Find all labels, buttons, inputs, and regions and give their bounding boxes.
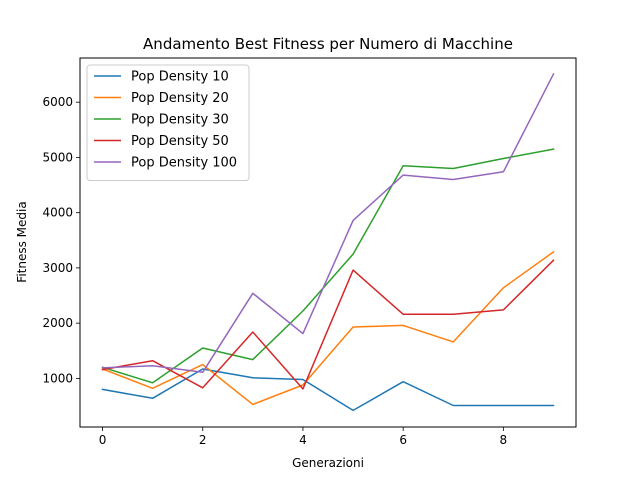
y-tick-label-3: 4000 [42,206,73,220]
plot-frame [79,57,577,428]
y-tick-label-0: 1000 [42,371,73,385]
legend-label-4: Pop Density 100 [131,156,237,171]
x-tick-label-4: 8 [500,433,508,447]
legend-label-3: Pop Density 50 [131,134,229,149]
y-tick-label-2: 3000 [42,261,73,275]
chart-title: Andamento Best Fitness per Numero di Mac… [143,35,513,53]
series-line-0 [101,368,555,412]
x-axis-ticks: 0 2 4 6 8 [99,427,507,447]
legend: Pop Density 10 Pop Density 20 Pop Density … [86,64,250,181]
legend-label-2: Pop Density 30 [131,113,229,128]
series-line-3 [101,259,555,390]
x-axis-label: Generazioni [292,456,364,470]
series-line-2 [101,148,555,384]
legend-label-0: Pop Density 10 [131,70,229,85]
series-line-1 [101,250,555,406]
y-tick-label-5: 6000 [42,95,73,109]
y-tick-label-1: 2000 [42,316,73,330]
legend-box [86,64,250,181]
x-tick-label-0: 0 [99,433,107,447]
y-axis-ticks: 1000 2000 3000 4000 5000 6000 [42,95,80,385]
series-line-4 [101,72,555,374]
legend-label-1: Pop Density 20 [131,91,229,106]
x-tick-label-1: 2 [199,433,207,447]
x-tick-label-3: 6 [399,433,407,447]
x-tick-label-2: 4 [299,433,307,447]
y-tick-label-4: 5000 [42,150,73,164]
y-axis-label: Fitness Media [15,201,29,282]
plot-lines [101,72,555,412]
